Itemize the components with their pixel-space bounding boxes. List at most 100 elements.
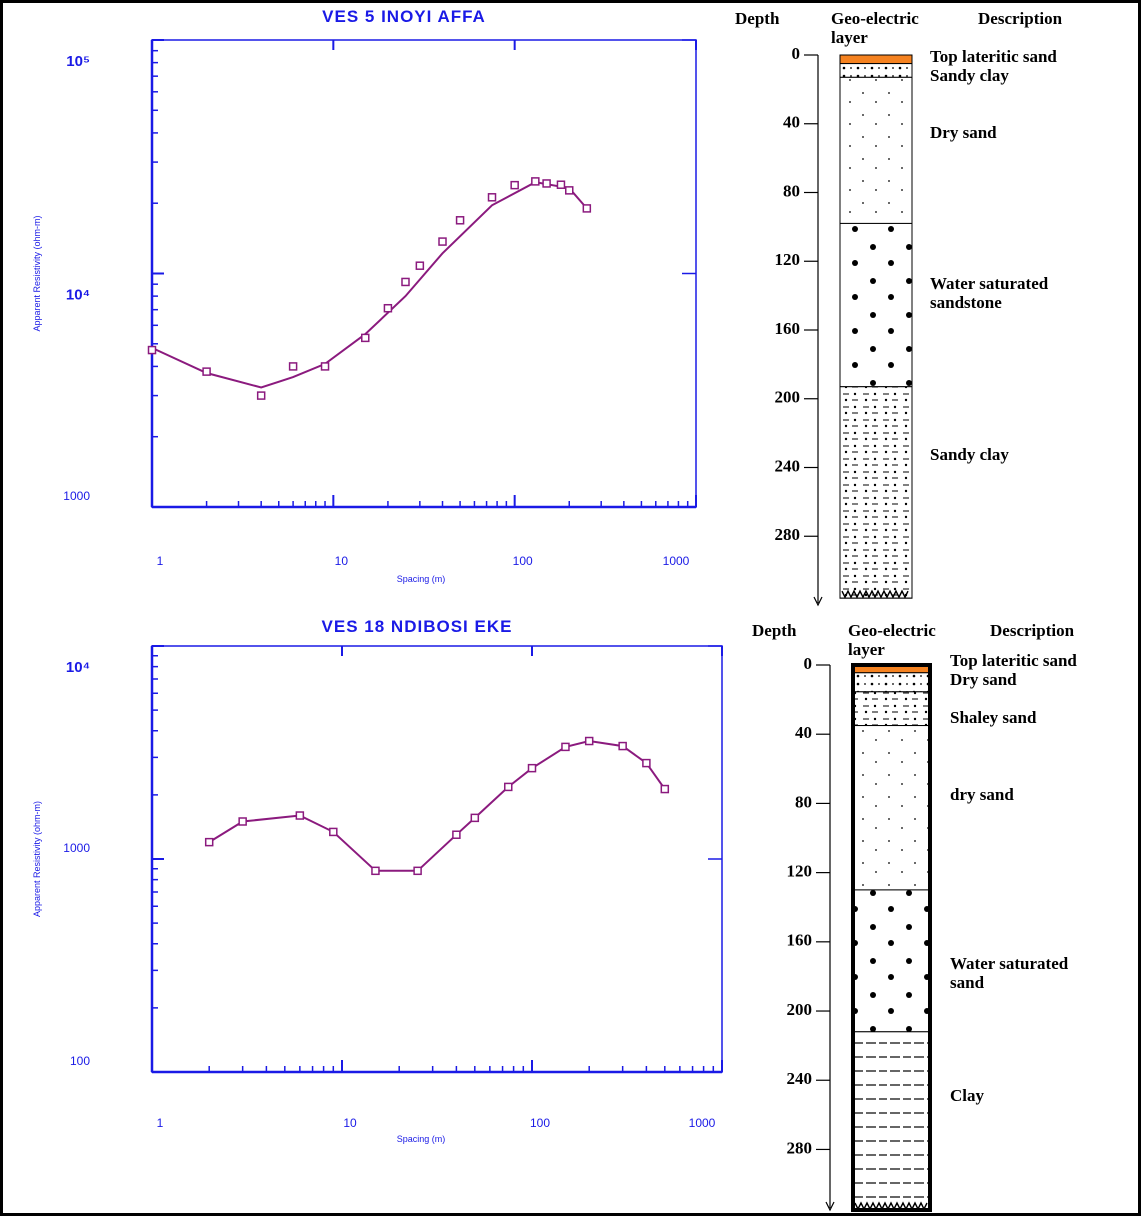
depth-header: Depth (752, 621, 797, 640)
layer-description: Shaley sand (950, 708, 1037, 727)
layer-header: Geo-electric (831, 9, 919, 28)
depth-tick-label: 200 (787, 1000, 813, 1019)
data-point (295, 811, 305, 820)
depth-tick-label: 40 (783, 113, 800, 132)
layer-description: Water saturated (930, 274, 1049, 293)
y-tick-label: 100 (70, 1054, 90, 1068)
depth-tick-label: 280 (775, 525, 801, 544)
layer (852, 1031, 931, 1211)
data-point (238, 817, 247, 826)
layer (852, 691, 931, 727)
base-symbol (854, 1201, 928, 1211)
chart-title: VES 18 NDIBOSI EKE (322, 617, 513, 636)
data-point (470, 813, 480, 823)
y-axis-title: Apparent Resistivity (ohm-m) (32, 801, 42, 917)
depth-tick-label: 40 (795, 723, 812, 742)
chart-title: VES 5 INOYI AFFA (322, 7, 486, 26)
column-outline (851, 663, 932, 1212)
x-tick-label: 10 (335, 554, 349, 568)
data-point (531, 177, 540, 186)
data-point (618, 741, 627, 751)
data-point (202, 367, 211, 376)
depth-tick-label: 240 (775, 456, 801, 475)
data-point (147, 345, 157, 355)
layer-header: layer (831, 28, 868, 47)
y-axis-title: Apparent Resistivity (ohm-m) (32, 215, 42, 331)
data-point (413, 866, 422, 876)
data-point (510, 180, 519, 190)
layer-description: Sandy clay (930, 445, 1009, 464)
y-tick-label: 1000 (63, 841, 90, 855)
data-point (371, 866, 380, 876)
layer-description: Top lateritic sand (930, 47, 1057, 66)
depth-tick-label: 160 (787, 931, 813, 950)
layer-description: sand (950, 973, 985, 992)
x-axis-title: Spacing (m) (397, 574, 446, 584)
data-point (565, 186, 574, 195)
data-point (401, 277, 410, 287)
description-header: Description (990, 621, 1075, 640)
layer-description: Dry sand (950, 670, 1017, 689)
depth-arrow (825, 1201, 835, 1212)
data-point (504, 782, 513, 792)
layer (839, 222, 913, 388)
data-point (556, 180, 566, 189)
x-tick-label: 100 (513, 554, 533, 568)
data-point (582, 204, 592, 213)
data-point (288, 362, 298, 371)
layer (839, 386, 913, 599)
x-tick-label: 10 (343, 1116, 357, 1130)
layer (852, 725, 931, 891)
data-point (329, 827, 338, 837)
layer-description: Water saturated (950, 954, 1069, 973)
depth-tick-label: 80 (795, 792, 812, 811)
layer-description: Dry sand (930, 123, 997, 142)
data-point (452, 830, 461, 839)
base-symbol (841, 589, 909, 599)
x-tick-label: 1 (157, 1116, 164, 1130)
layer (839, 63, 913, 78)
depth-tick-label: 280 (787, 1138, 813, 1157)
depth-tick-label: 120 (775, 250, 801, 269)
data-point (204, 837, 214, 847)
data-point (438, 237, 447, 246)
y-tick-label: 10⁵ (66, 53, 90, 70)
layer (852, 889, 931, 1033)
data-point (642, 758, 651, 768)
depth-tick-label: 0 (804, 654, 813, 673)
layer-description: Sandy clay (930, 66, 1009, 85)
data-point (584, 736, 594, 746)
depth-header: Depth (735, 9, 780, 28)
column-outline (839, 54, 913, 599)
data-point (561, 742, 570, 752)
layer-description: Clay (950, 1086, 985, 1105)
x-tick-label: 1000 (689, 1116, 716, 1130)
layer-header: Geo-electric (848, 621, 936, 640)
y-tick-label: 1000 (63, 489, 90, 503)
data-point (320, 362, 330, 371)
data-point (361, 333, 370, 343)
layer-description: dry sand (950, 785, 1014, 804)
depth-tick-label: 120 (787, 862, 813, 881)
description-header: Description (978, 9, 1063, 28)
layer (839, 54, 913, 65)
x-axis-title: Spacing (m) (397, 1134, 446, 1144)
layer-description: Top lateritic sand (950, 651, 1077, 670)
layer (852, 672, 931, 693)
data-point (487, 193, 497, 202)
depth-arrow (813, 596, 823, 607)
layer-header: layer (848, 640, 885, 659)
layer-description: sandstone (930, 293, 1002, 312)
y-tick-label: 10⁴ (66, 286, 90, 303)
data-point (660, 784, 670, 794)
x-tick-label: 1 (157, 554, 164, 568)
depth-tick-label: 160 (775, 319, 801, 338)
data-point (527, 763, 537, 773)
depth-tick-label: 80 (783, 181, 800, 200)
layer (839, 76, 913, 224)
depth-tick-label: 200 (775, 388, 801, 407)
depth-tick-label: 0 (792, 44, 801, 63)
data-point (542, 179, 551, 188)
